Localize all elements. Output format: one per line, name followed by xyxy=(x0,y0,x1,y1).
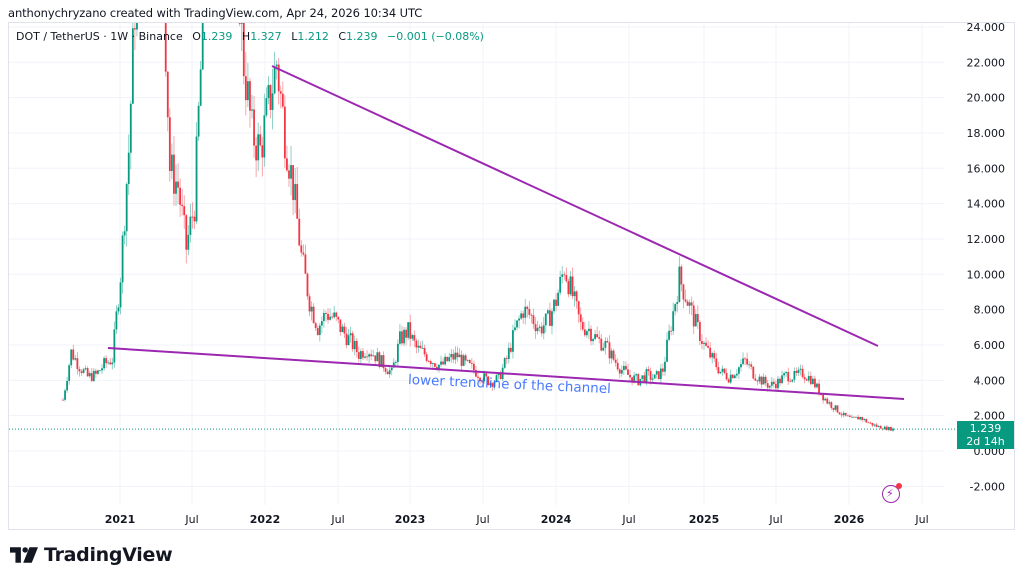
close-value: 1.239 xyxy=(346,30,378,43)
time-tick-label: 2025 xyxy=(689,513,720,526)
last-price-value: 1.239 xyxy=(969,422,1002,435)
notification-dot-icon xyxy=(896,483,902,489)
lightning-icon: ⚡ xyxy=(886,487,894,500)
time-tick-label: 2024 xyxy=(541,513,572,526)
lower-trendline[interactable] xyxy=(107,347,905,400)
time-tick-label: Jul xyxy=(914,513,928,526)
chart-credit: anthonychryzano created with TradingView… xyxy=(8,6,423,20)
upper-trendline[interactable] xyxy=(271,65,879,347)
bar-countdown: 2d 14h xyxy=(966,435,1005,448)
price-tick-label: 8.000 xyxy=(974,304,1006,317)
candlesticks xyxy=(62,23,894,432)
price-tick-label: 18.000 xyxy=(967,127,1006,140)
last-price-tag: 1.239 2d 14h xyxy=(957,421,1014,449)
change-value: −0.001 (−0.08%) xyxy=(387,30,484,43)
time-tick-label: Jul xyxy=(330,513,344,526)
trendlines xyxy=(107,65,905,400)
low-value: 1.212 xyxy=(297,30,329,43)
time-tick-label: Jul xyxy=(184,513,198,526)
chart-frame xyxy=(8,22,1015,530)
high-value: 1.327 xyxy=(250,30,282,43)
open-value: 1.239 xyxy=(200,30,233,43)
price-axis: 24.000 22.000 20.000 18.000 16.000 14.000 12.0… xyxy=(967,21,1006,493)
price-tick-label: 14.000 xyxy=(967,198,1006,211)
price-tick-label: 24.000 xyxy=(967,21,1006,34)
symbol-title[interactable]: DOT / TetherUS · 1W · Binance xyxy=(16,30,183,43)
price-tick-label: 12.000 xyxy=(967,233,1006,246)
open-label: O xyxy=(192,30,201,43)
symbol-legend[interactable]: DOT / TetherUS · 1W · Binance O1.239 H1.… xyxy=(16,30,484,43)
price-tick-label: 16.000 xyxy=(967,162,1006,175)
chart-grid xyxy=(9,23,944,505)
price-tick-label: 10.000 xyxy=(967,268,1006,281)
low-label: L xyxy=(291,30,298,43)
time-axis: 2021 Jul 2022 Jul 2023 Jul 2024 Jul 2025 Jul 2026 J… xyxy=(105,513,929,526)
time-tick-label: 2026 xyxy=(834,513,865,526)
tradingview-brand[interactable]: TradingView xyxy=(10,544,173,566)
price-tick-label: 20.000 xyxy=(967,92,1006,105)
price-tick-label: 4.000 xyxy=(974,374,1006,387)
time-tick-label: Jul xyxy=(475,513,489,526)
time-tick-label: 2021 xyxy=(105,513,136,526)
close-label: C xyxy=(338,30,347,43)
time-tick-label: Jul xyxy=(768,513,782,526)
flash-alert-button[interactable]: ⚡ xyxy=(882,483,902,503)
brand-name: TradingView xyxy=(44,544,173,566)
time-tick-label: 2022 xyxy=(250,513,281,526)
time-tick-label: 2023 xyxy=(395,513,426,526)
tradingview-logo-icon xyxy=(10,547,38,563)
price-tick-label: 2.000 xyxy=(974,410,1006,423)
price-tick-label: 22.000 xyxy=(967,56,1006,69)
price-tick-label: 6.000 xyxy=(974,339,1006,352)
price-tick-label: -2.000 xyxy=(970,480,1005,493)
time-tick-label: Jul xyxy=(621,513,635,526)
high-label: H xyxy=(241,30,251,43)
